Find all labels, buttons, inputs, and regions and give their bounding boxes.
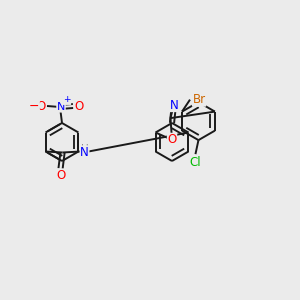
Text: N: N <box>169 98 178 112</box>
Text: O: O <box>74 100 84 112</box>
Text: −: − <box>29 100 39 112</box>
Text: O: O <box>56 169 65 182</box>
Text: Cl: Cl <box>190 156 201 169</box>
Text: N: N <box>80 146 89 159</box>
Text: +: + <box>63 95 71 104</box>
Text: O: O <box>167 133 177 146</box>
Text: Br: Br <box>192 93 206 106</box>
Text: O: O <box>36 100 46 112</box>
Text: H: H <box>81 143 88 154</box>
Text: N: N <box>57 102 65 112</box>
